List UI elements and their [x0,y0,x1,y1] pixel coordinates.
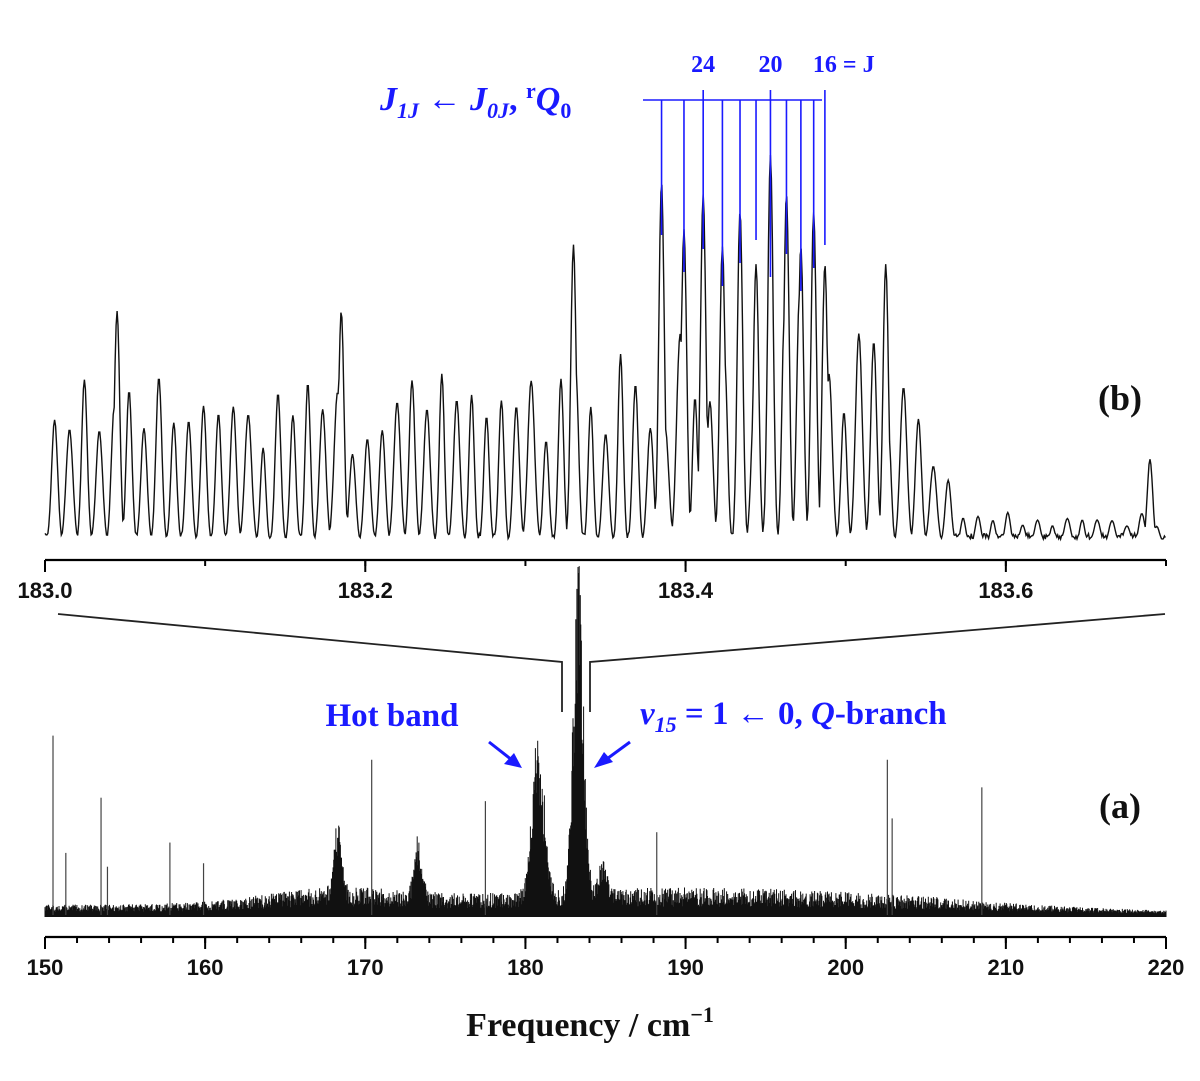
j-label: 20 [758,52,782,78]
panel-b: 183.0 183.2 183.4 183.6 (b) 24 20 16 = J J1J … [17,52,1167,603]
zoom-connector-right [589,613,1166,712]
panel-a: 150 160 170 180 190 200 210 220 (a) Frequency /… [27,566,1185,1044]
x-tick-label: 180 [507,955,544,980]
hot-band-arrow [488,740,522,768]
x-tick-label: 183.6 [978,578,1033,603]
q-branch-arrow [594,740,631,768]
assignment-lines [660,100,826,291]
panel-label-b: (b) [1098,378,1142,418]
x-tick-label: 160 [187,955,224,980]
x-tick-label: 183.2 [338,578,393,603]
j-label: 24 [691,52,715,78]
x-tick-label: 150 [27,955,64,980]
x-tick-label: 220 [1148,955,1185,980]
spectrum-trace-a [44,566,1167,917]
j-labels: 24 20 16 = J [691,52,875,100]
sharp-lines-a [52,735,983,915]
assignment-annotation: 24 20 16 = J J1J ← J0J, rQ0 [379,52,875,291]
j-label: 16 = J [813,52,875,78]
x-tick-label: 190 [667,955,704,980]
zoom-connector-left [57,613,563,712]
spectrum-trace-b [44,154,1166,542]
assignment-label: J1J ← J0J, rQ0 [379,78,571,123]
x-tick-label: 210 [987,955,1024,980]
q-branch-label: ν15 = 1 ← 0, Q-branch [640,696,947,737]
x-ticks-b: 183.0 183.2 183.4 183.6 [17,560,1167,603]
x-tick-label: 200 [827,955,864,980]
panel-label-a: (a) [1099,786,1141,826]
x-axis-title: Frequency / cm−1 [466,1002,714,1044]
zoom-connector [57,613,1166,712]
hot-band-label: Hot band [326,698,459,734]
x-tick-label: 183.4 [658,578,714,603]
x-ticks-a: 150 160 170 180 190 200 210 220 [27,937,1185,980]
x-tick-label: 170 [347,955,384,980]
x-tick-label: 183.0 [17,578,72,603]
